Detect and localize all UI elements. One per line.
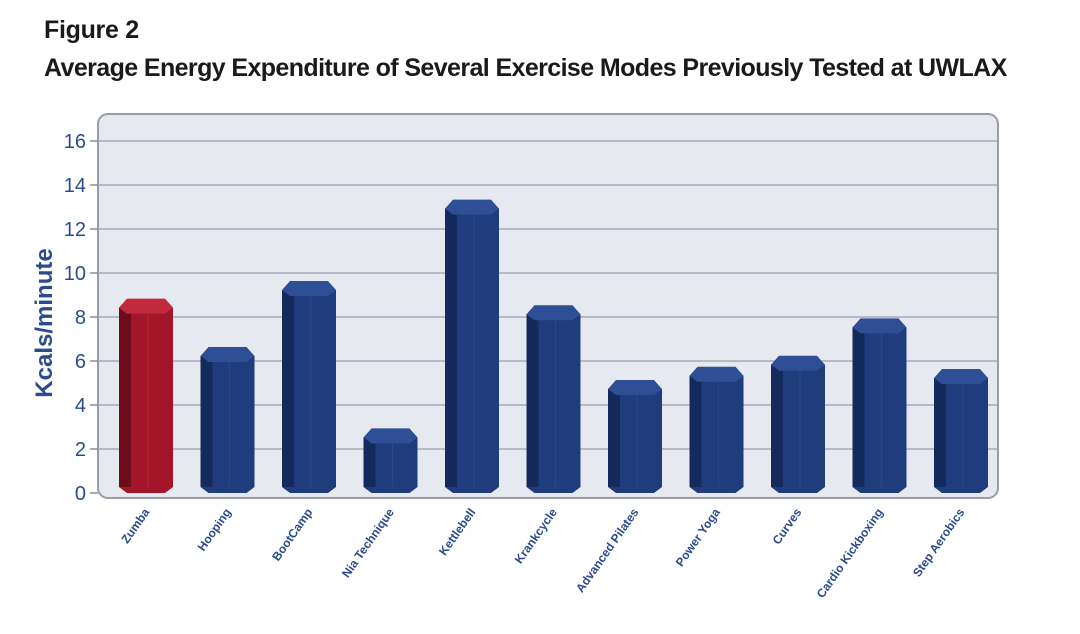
x-tick-label: BootCamp bbox=[269, 506, 315, 564]
bar-power-yoga bbox=[689, 366, 744, 493]
bar-top-cap bbox=[526, 305, 581, 321]
bar-nia-technique bbox=[363, 428, 418, 493]
chart-title: Average Energy Expenditure of Several Ex… bbox=[44, 54, 1007, 82]
bar-body bbox=[934, 372, 988, 493]
y-axis-label: Kcals/minute bbox=[31, 248, 58, 397]
bar-krankcycle bbox=[526, 305, 581, 493]
bar-hooping bbox=[200, 347, 255, 493]
bar-body bbox=[526, 308, 581, 493]
bar-body bbox=[282, 284, 336, 493]
bar-top-cap bbox=[689, 366, 744, 382]
bar-zumba bbox=[119, 298, 173, 493]
y-axis-ticks: 0 2 4 6 8 10 12 14 16 bbox=[64, 131, 98, 505]
bar-side-facet bbox=[445, 208, 457, 487]
bar-side-facet bbox=[119, 307, 131, 487]
bar-top-cap bbox=[445, 199, 499, 215]
x-tick-label: Advanced Pilates bbox=[573, 505, 642, 595]
x-tick-label: Cardio Kickboxing bbox=[814, 506, 886, 601]
bar-kettlebell bbox=[445, 199, 499, 493]
bar-side-facet bbox=[852, 327, 865, 487]
y-tick-label: 12 bbox=[64, 219, 86, 241]
y-tick-label: 2 bbox=[75, 439, 86, 461]
bar-body bbox=[363, 431, 418, 493]
bar-side-facet bbox=[282, 290, 294, 487]
y-tick-label: 10 bbox=[64, 263, 86, 285]
bar-bootcamp bbox=[282, 281, 336, 493]
bar-side-facet bbox=[363, 437, 376, 487]
bar-body bbox=[119, 301, 173, 493]
y-tick-label: 6 bbox=[75, 351, 86, 373]
bar-body bbox=[445, 202, 499, 493]
bar-top-cap bbox=[852, 318, 907, 334]
bar-body bbox=[689, 369, 744, 493]
bar-cardio-kickboxing bbox=[852, 318, 907, 493]
bar-top-cap bbox=[771, 355, 825, 371]
x-tick-label: Curves bbox=[770, 505, 805, 547]
bar-body bbox=[771, 358, 825, 493]
x-tick-label: Hooping bbox=[195, 506, 234, 554]
bar-body bbox=[852, 321, 907, 493]
bar-side-facet bbox=[526, 314, 539, 487]
bar-top-cap bbox=[934, 369, 988, 384]
bars bbox=[119, 199, 988, 493]
bar-body bbox=[200, 350, 255, 493]
x-tick-label: Power Yoga bbox=[673, 505, 723, 569]
x-tick-label: Krankcycle bbox=[512, 505, 560, 566]
bar-top-cap bbox=[363, 428, 418, 444]
bar-side-facet bbox=[200, 356, 213, 487]
figure-label: Figure 2 bbox=[44, 16, 139, 44]
bar-body bbox=[608, 383, 662, 493]
x-tick-label: Nia Technique bbox=[339, 505, 397, 580]
x-tick-label: Step Aerobics bbox=[910, 505, 968, 579]
bar-side-facet bbox=[608, 389, 620, 487]
bar-side-facet bbox=[771, 364, 783, 487]
y-tick-label: 16 bbox=[64, 131, 86, 153]
bar-curves bbox=[771, 355, 825, 493]
y-tick-label: 14 bbox=[64, 175, 86, 197]
y-tick-label: 8 bbox=[75, 307, 86, 329]
y-tick-label: 0 bbox=[75, 483, 86, 505]
y-tick-label: 4 bbox=[75, 395, 86, 417]
x-tick-label: Kettlebell bbox=[436, 506, 478, 558]
bar-step-aerobics bbox=[934, 369, 988, 493]
x-tick-label: Zumba bbox=[118, 505, 152, 546]
bar-top-cap bbox=[608, 380, 662, 395]
x-axis-labels: Zumba Hooping BootCamp Nia Technique Kettleb… bbox=[118, 505, 967, 600]
bar-advanced-pilates bbox=[608, 380, 662, 493]
bar-side-facet bbox=[934, 378, 946, 487]
bar-side-facet bbox=[689, 375, 702, 487]
bar-top-cap bbox=[200, 347, 255, 362]
bar-top-cap bbox=[119, 298, 173, 314]
bar-top-cap bbox=[282, 281, 336, 296]
